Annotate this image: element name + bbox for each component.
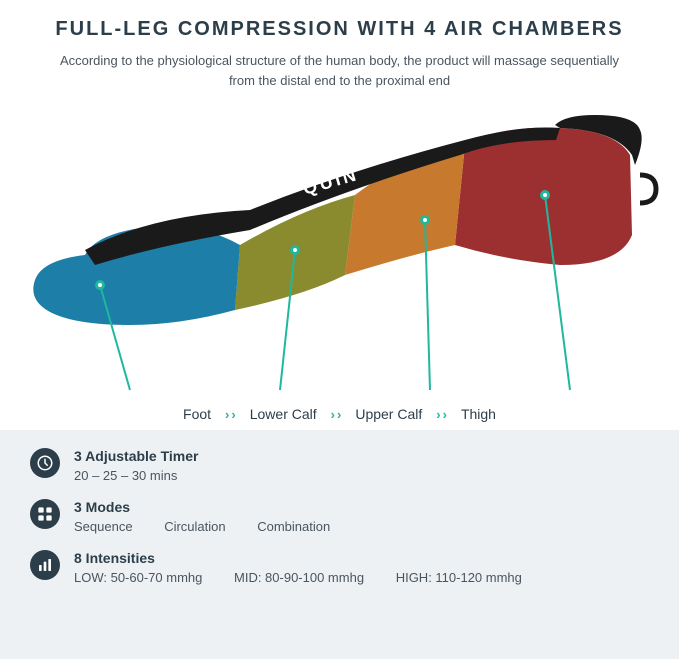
specs-panel: 3 Adjustable Timer 20 – 25 – 30 mins 3 M… xyxy=(0,430,679,659)
spec-modes-detail: Sequence Circulation Combination xyxy=(74,519,649,534)
mode-sequence: Sequence xyxy=(74,519,133,534)
chevron-icon: ›› xyxy=(331,407,342,422)
label-thigh: Thigh xyxy=(461,406,496,422)
spec-intensities: 8 Intensities LOW: 50-60-70 mmhg MID: 80… xyxy=(30,550,649,585)
spec-timer-title: 3 Adjustable Timer xyxy=(74,448,649,464)
intensity-mid: MID: 80-90-100 mmhg xyxy=(234,570,364,585)
intensity-high: HIGH: 110-120 mmhg xyxy=(396,570,522,585)
spec-modes-content: 3 Modes Sequence Circulation Combination xyxy=(74,499,649,534)
label-lower-calf: Lower Calf xyxy=(250,406,317,422)
header: FULL-LEG COMPRESSION WITH 4 AIR CHAMBERS… xyxy=(0,0,679,100)
leg-illustration: QUIN xyxy=(0,100,679,430)
mode-circulation: Circulation xyxy=(164,519,225,534)
spec-timer-detail: 20 – 25 – 30 mins xyxy=(74,468,649,483)
clip-icon xyxy=(640,175,656,203)
leg-diagram: QUIN Foot xyxy=(0,100,679,430)
chamber-labels-row: Foot ›› Lower Calf ›› Upper Calf ›› Thig… xyxy=(0,406,679,422)
grid-icon xyxy=(30,499,60,529)
label-upper-calf: Upper Calf xyxy=(355,406,422,422)
spec-modes: 3 Modes Sequence Circulation Combination xyxy=(30,499,649,534)
spec-timer: 3 Adjustable Timer 20 – 25 – 30 mins xyxy=(30,448,649,483)
clock-icon xyxy=(30,448,60,478)
chevron-icon: ›› xyxy=(436,407,447,422)
spec-intensities-detail: LOW: 50-60-70 mmhg MID: 80-90-100 mmhg H… xyxy=(74,570,649,585)
intensity-low: LOW: 50-60-70 mmhg xyxy=(74,570,202,585)
mode-combination: Combination xyxy=(257,519,330,534)
spec-intensities-title: 8 Intensities xyxy=(74,550,649,566)
product-infographic: FULL-LEG COMPRESSION WITH 4 AIR CHAMBERS… xyxy=(0,0,679,659)
timer-values: 20 – 25 – 30 mins xyxy=(74,468,177,483)
label-foot: Foot xyxy=(183,406,211,422)
chevron-icon: ›› xyxy=(225,407,236,422)
subtitle: According to the physiological structure… xyxy=(60,51,620,90)
spec-intensities-content: 8 Intensities LOW: 50-60-70 mmhg MID: 80… xyxy=(74,550,649,585)
bars-icon xyxy=(30,550,60,580)
spec-modes-title: 3 Modes xyxy=(74,499,649,515)
spec-timer-content: 3 Adjustable Timer 20 – 25 – 30 mins xyxy=(74,448,649,483)
main-title: FULL-LEG COMPRESSION WITH 4 AIR CHAMBERS xyxy=(30,18,649,41)
